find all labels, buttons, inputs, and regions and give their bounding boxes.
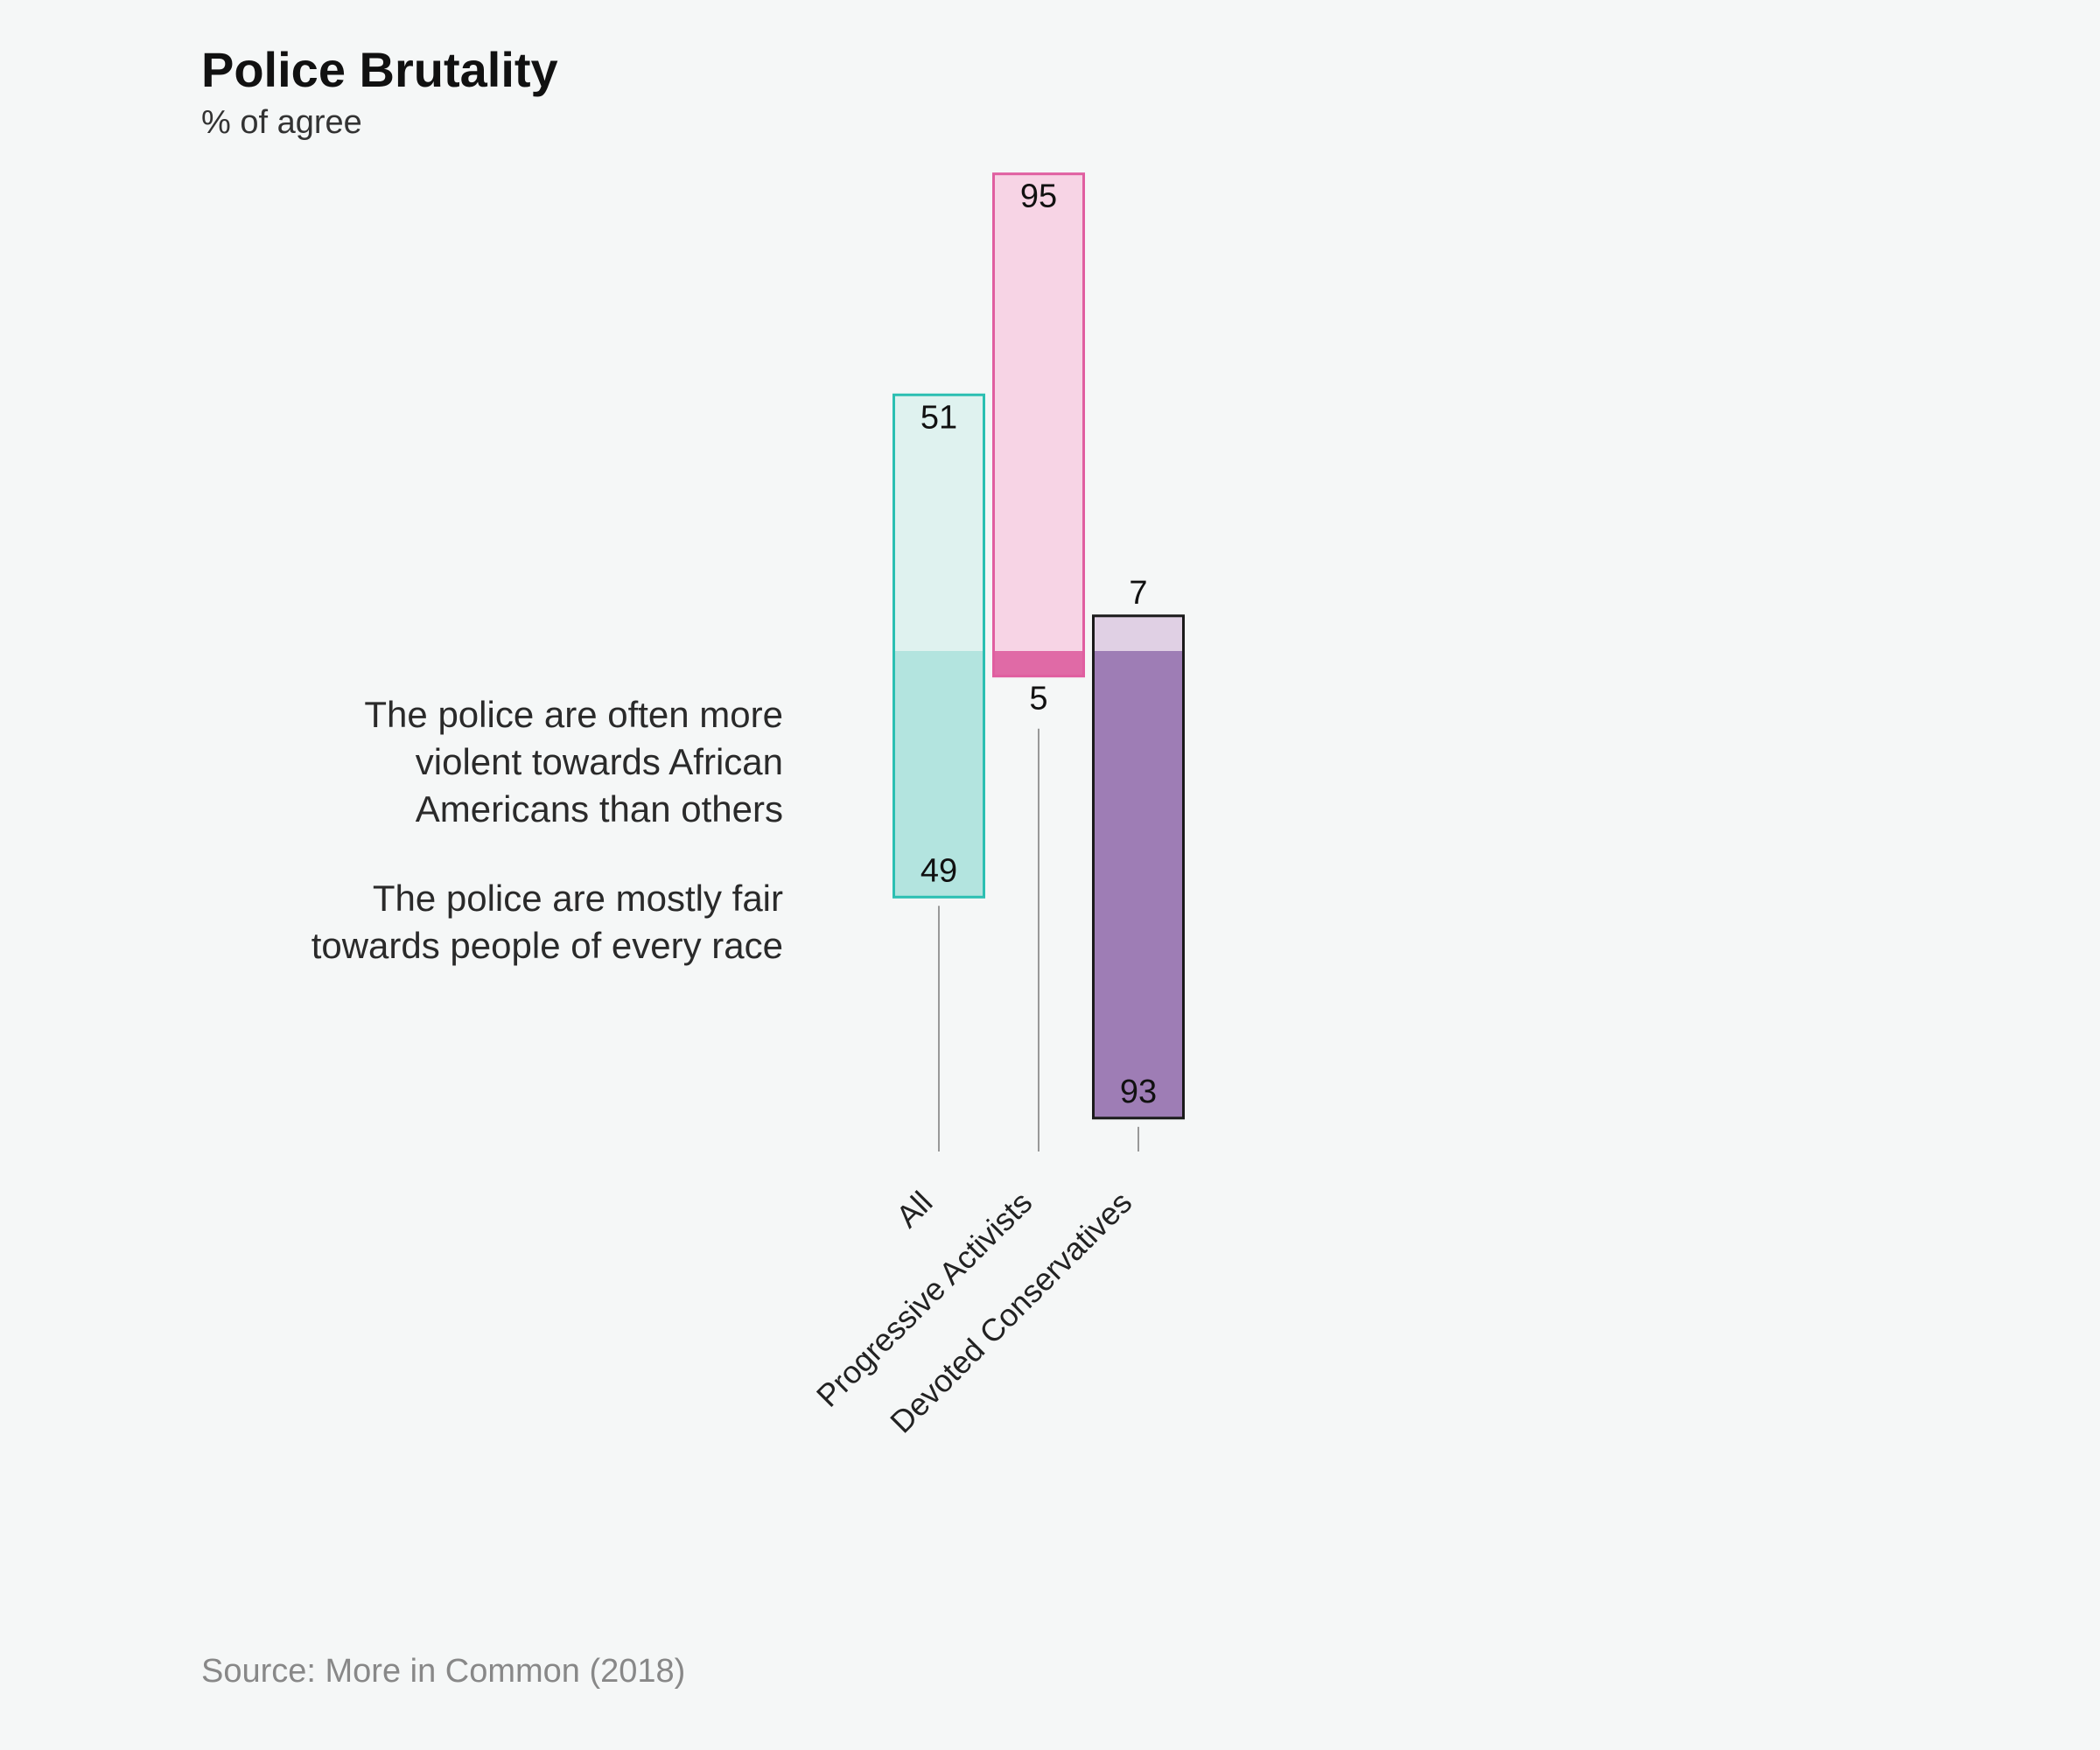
value-label: 93: [1120, 1074, 1157, 1110]
legend-upper: The police are often more violent toward…: [364, 694, 783, 830]
value-label: 95: [1020, 178, 1057, 215]
bar-outline: [892, 393, 985, 899]
legend-lower: The police are mostly fair towards peopl…: [311, 878, 783, 966]
value-label: 7: [1129, 575, 1147, 612]
bar-outline: [992, 172, 1085, 678]
bar-upper: [893, 395, 984, 651]
bar-lower: [893, 651, 984, 898]
x-tick-label: All: [889, 1184, 939, 1234]
source-note: Source: More in Common (2018): [201, 1653, 685, 1690]
bar-upper: [1093, 615, 1184, 651]
bar-lower: [993, 651, 1084, 676]
bar-outline: [1092, 614, 1185, 1120]
chart-title: Police Brutality: [201, 42, 558, 97]
bar-lower: [1093, 651, 1184, 1118]
chart-subtitle: % of agree: [201, 104, 362, 141]
value-label: 49: [920, 852, 957, 889]
bar-upper: [993, 173, 1084, 651]
value-label: 5: [1029, 681, 1047, 718]
value-label: 51: [920, 399, 957, 436]
